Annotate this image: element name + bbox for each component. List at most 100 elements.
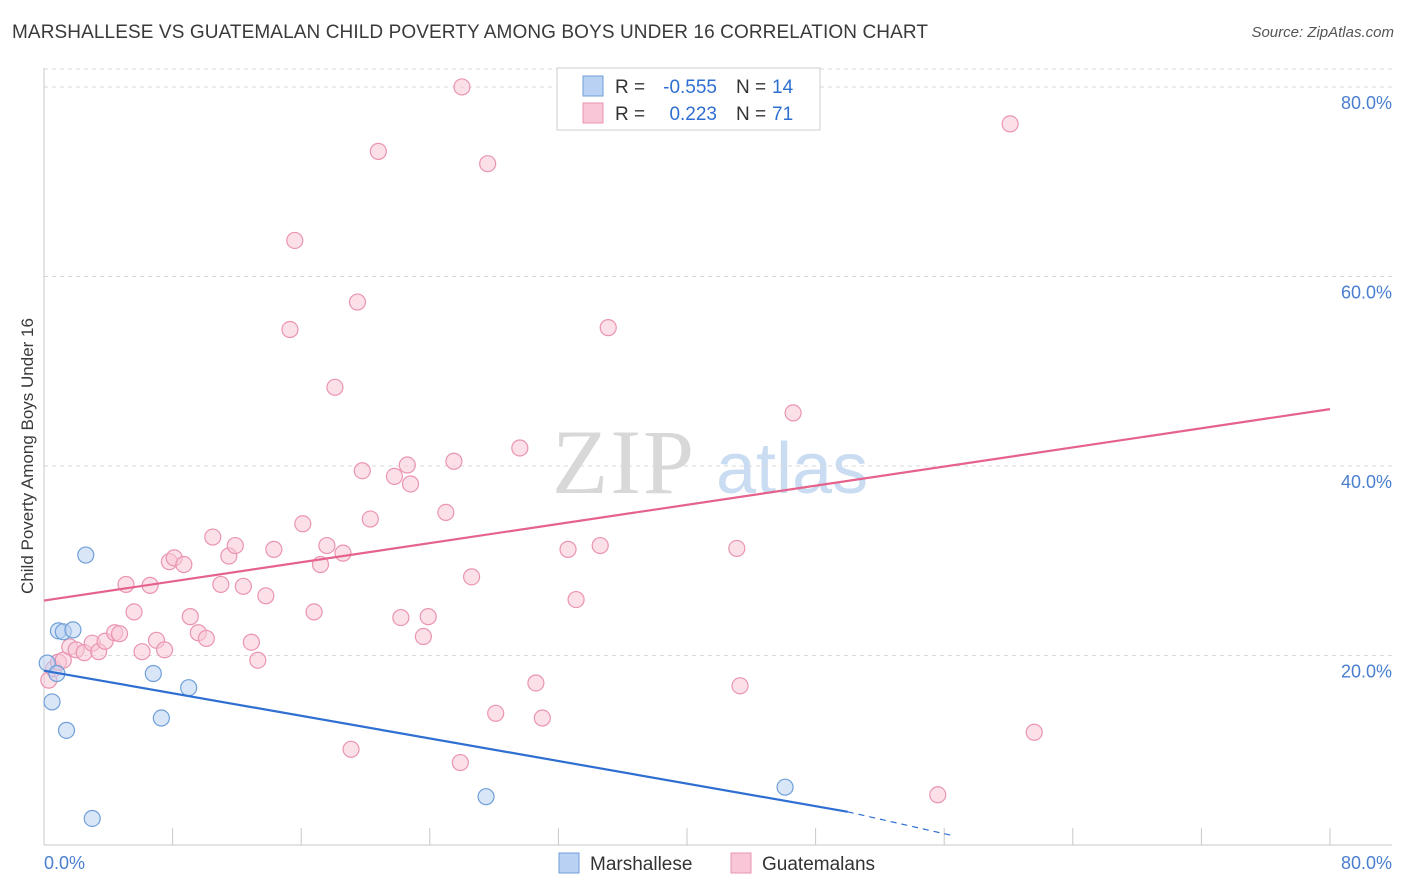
legend-n-value-guatemalans: 71 [772, 104, 793, 125]
guatemalans-point-49 [401, 475, 420, 493]
guatemalans-point-52 [437, 503, 455, 522]
guatemalans-point-32 [265, 540, 283, 558]
marshallese-point-9 [144, 664, 162, 683]
bottom-legend-swatch-guatemalans [730, 852, 752, 874]
guatemalans-point-42 [348, 293, 367, 311]
bottom-legend-label-guatemalans: Guatemalans [762, 854, 875, 875]
guatemalans-point-14 [133, 643, 151, 661]
guatemalans-point-68 [784, 404, 802, 422]
guatemalans-point-24 [204, 528, 222, 546]
series-legend: Marshallese Guatemalans [558, 852, 875, 875]
marshallese-trend-line [43, 669, 848, 813]
marshallese-point-13 [776, 778, 794, 796]
guatemalans-point-63 [567, 590, 585, 609]
guatemalans-point-44 [361, 510, 379, 528]
guatemalans-point-50 [414, 627, 432, 646]
bottom-legend-swatch-marshallese [558, 852, 580, 874]
y-axis-label: Child Poverty Among Boys Under 16 [18, 318, 37, 594]
guatemalans-point-54 [451, 753, 469, 772]
guatemalans-point-69 [929, 786, 947, 804]
source-credit: Source: ZipAtlas.com [1251, 24, 1394, 41]
guatemalans-point-57 [479, 155, 497, 173]
legend-n-label-guatemalans: N = [736, 104, 766, 125]
marshallese-point-6 [64, 621, 82, 639]
guatemalans-point-66 [728, 539, 746, 558]
guatemalans-point-67 [731, 677, 749, 695]
legend-r-label-marshallese: R = [615, 77, 645, 98]
y-tick-label-20: 20.0% [1341, 661, 1392, 681]
marshallese-points [38, 546, 794, 828]
guatemalans-point-28 [234, 577, 252, 595]
x-tick-label-min: 0.0% [44, 853, 85, 873]
marshallese-point-7 [77, 546, 95, 564]
guatemalans-point-41 [342, 740, 360, 758]
marshallese-trend-extension [847, 811, 953, 837]
y-tick-labels: 20.0% 40.0% 60.0% 80.0% [1341, 93, 1392, 682]
marshallese-point-11 [180, 679, 198, 697]
guatemalans-point-59 [511, 439, 529, 457]
legend-r-value-marshallese: -0.555 [663, 77, 717, 98]
guatemalans-point-46 [385, 467, 404, 485]
guatemalans-point-60 [527, 674, 545, 692]
guatemalans-point-20 [175, 555, 193, 574]
guatemalans-point-29 [242, 633, 260, 651]
guatemalans-point-38 [318, 536, 336, 555]
trend-lines [43, 408, 1331, 837]
guatemalans-point-40 [334, 544, 352, 562]
marshallese-point-10 [152, 709, 170, 727]
guatemalans-point-13 [125, 603, 143, 621]
marshallese-point-5 [57, 721, 76, 739]
legend-swatch-marshallese [582, 75, 604, 97]
chart-title: MARSHALLESE VS GUATEMALAN CHILD POVERTY … [12, 22, 929, 43]
watermark-zip: ZIP [552, 411, 696, 513]
legend-n-value-marshallese: 14 [772, 77, 794, 98]
guatemalans-point-56 [462, 568, 481, 586]
guatemalans-point-35 [294, 515, 312, 533]
correlation-legend: R = -0.555 N = 14 R = 0.223 N = 71 [556, 67, 821, 131]
guatemalans-point-70 [1001, 115, 1019, 133]
legend-r-value-guatemalans: 0.223 [669, 104, 717, 125]
legend-swatch-guatemalans [582, 102, 604, 124]
guatemalans-point-55 [453, 78, 471, 96]
guatemalans-point-47 [392, 608, 410, 627]
legend-r-label-guatemalans: R = [615, 104, 645, 125]
axes [43, 68, 1392, 846]
guatemalans-point-62 [559, 540, 577, 558]
y-tick-label-80: 80.0% [1341, 93, 1392, 113]
guatemalans-point-64 [591, 536, 609, 555]
guatemalans-point-58 [487, 704, 505, 722]
guatemalans-point-33 [281, 320, 299, 339]
guatemalans-point-53 [445, 452, 463, 470]
guatemalans-point-71 [1025, 723, 1043, 741]
guatemalans-point-34 [286, 231, 304, 250]
guatemalans-point-43 [353, 462, 371, 480]
guatemalans-points [40, 78, 1043, 804]
guatemalans-point-31 [257, 587, 275, 605]
legend-n-label-marshallese: N = [736, 77, 766, 98]
guatemalans-point-65 [599, 319, 617, 337]
guatemalans-point-36 [305, 603, 323, 621]
x-tick-label-max: 80.0% [1341, 853, 1392, 873]
guatemalans-point-21 [181, 608, 199, 626]
guatemalans-point-30 [249, 651, 267, 669]
bottom-legend-label-marshallese: Marshallese [590, 854, 692, 875]
guatemalans-point-17 [155, 641, 174, 659]
x-tick-labels: 0.0% 80.0% [44, 853, 1392, 873]
marshallese-point-12 [477, 788, 495, 806]
guatemalans-point-27 [226, 536, 244, 555]
guatemalans-point-61 [533, 709, 551, 727]
marshallese-point-1 [43, 693, 61, 711]
guatemalans-point-45 [369, 142, 387, 160]
guatemalans-point-11 [110, 625, 129, 643]
y-tick-label-60: 60.0% [1341, 282, 1392, 302]
gridlines [44, 68, 1392, 656]
marshallese-point-8 [83, 809, 101, 828]
guatemalans-point-25 [212, 575, 230, 594]
guatemalans-point-23 [197, 629, 215, 648]
guatemalans-point-51 [419, 608, 437, 626]
guatemalans-trend-line [43, 408, 1331, 602]
guatemalans-point-39 [326, 378, 344, 396]
y-tick-label-40: 40.0% [1341, 472, 1392, 492]
guatemalans-point-48 [398, 456, 416, 474]
